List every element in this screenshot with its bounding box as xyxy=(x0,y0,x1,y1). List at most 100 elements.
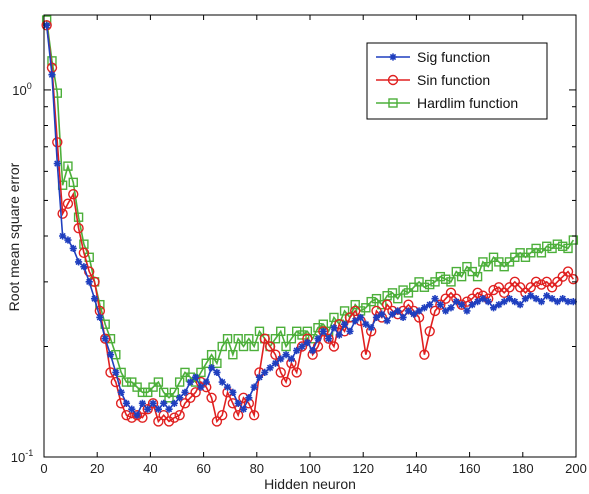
data-point-sig-function xyxy=(335,331,343,339)
y-tick-label: 100 xyxy=(12,81,31,98)
legend-marker-sig-function xyxy=(389,53,397,61)
data-point-hardlim-function xyxy=(244,334,254,344)
data-point-sig-function xyxy=(314,335,322,343)
x-tick-label: 200 xyxy=(565,461,587,476)
data-point-sin-function xyxy=(435,299,446,310)
data-point-sin-function xyxy=(318,326,329,337)
data-point-sig-function xyxy=(69,244,77,253)
data-point-hardlim-function xyxy=(467,266,477,277)
data-point-hardlim-function xyxy=(270,334,281,344)
data-point-hardlim-function xyxy=(499,261,509,272)
data-point-sig-function xyxy=(330,324,338,332)
data-point-hardlim-function xyxy=(180,367,190,378)
data-point-sin-function xyxy=(323,333,334,344)
data-point-sig-function xyxy=(388,310,397,318)
data-point-sig-function xyxy=(229,388,237,396)
data-point-sig-function xyxy=(43,21,51,29)
data-point-sin-function xyxy=(440,293,451,304)
data-point-sig-function xyxy=(548,295,556,303)
data-point-sig-function xyxy=(112,368,120,377)
data-point-sin-function xyxy=(344,312,356,323)
data-point-sin-function xyxy=(552,276,563,288)
data-point-sig-function xyxy=(325,335,333,343)
data-point-sig-function xyxy=(362,320,370,328)
data-point-sig-function xyxy=(154,405,162,413)
data-point-hardlim-function xyxy=(478,257,488,267)
data-point-hardlim-function xyxy=(552,239,563,249)
data-point-hardlim-function xyxy=(249,341,259,352)
data-point-sig-function xyxy=(319,327,327,335)
data-point-sin-function xyxy=(158,409,169,421)
data-point-hardlim-function xyxy=(377,299,387,310)
data-point-hardlim-function xyxy=(302,326,313,337)
data-point-sin-function xyxy=(190,387,201,398)
x-tick-label: 40 xyxy=(143,461,157,476)
data-point-sin-function xyxy=(525,282,536,293)
data-point-sin-function xyxy=(280,376,292,388)
data-point-sin-function xyxy=(541,276,552,288)
data-point-sig-function xyxy=(527,292,535,300)
data-point-sig-function xyxy=(106,351,115,359)
data-point-hardlim-function xyxy=(350,299,360,310)
data-point-sin-function xyxy=(488,284,499,296)
data-point-sig-function xyxy=(48,71,56,79)
data-point-hardlim-function xyxy=(63,161,73,171)
data-point-sig-function xyxy=(559,295,567,303)
data-point-hardlim-function xyxy=(398,285,408,295)
data-point-sig-function xyxy=(277,355,285,363)
data-point-sig-function xyxy=(356,313,365,322)
data-point-sig-function xyxy=(452,298,460,306)
legend: Sig function Sin function Hardlim function xyxy=(366,42,548,120)
data-point-hardlim-function xyxy=(286,334,297,344)
data-point-hardlim-function xyxy=(419,282,430,292)
data-point-hardlim-function xyxy=(222,334,233,344)
data-point-sig-function xyxy=(170,399,178,407)
data-point-sin-function xyxy=(424,326,435,337)
series-sig-function xyxy=(43,21,577,419)
data-point-sig-function xyxy=(255,373,264,381)
data-point-sig-function xyxy=(346,327,354,335)
data-point-hardlim-function xyxy=(73,212,84,222)
data-point-sig-function xyxy=(80,263,88,271)
data-point-sig-function xyxy=(436,301,444,309)
data-point-sig-function xyxy=(234,399,242,407)
data-point-hardlim-function xyxy=(366,296,376,307)
series-layer xyxy=(41,15,579,427)
data-point-sig-function xyxy=(144,405,152,413)
data-point-hardlim-function xyxy=(158,387,169,398)
data-point-sin-function xyxy=(174,409,185,421)
x-tick-label: 160 xyxy=(459,461,481,476)
data-point-sig-function xyxy=(218,378,226,386)
data-point-hardlim-function xyxy=(121,377,132,387)
x-tick-label: 60 xyxy=(196,461,210,476)
data-point-sin-function xyxy=(147,398,159,409)
data-point-sin-function xyxy=(99,333,111,344)
data-point-sin-function xyxy=(57,208,68,219)
data-point-sig-function xyxy=(261,368,269,377)
data-point-sig-function xyxy=(133,411,141,419)
data-point-hardlim-function xyxy=(169,387,180,398)
data-point-sig-function xyxy=(192,373,200,381)
series-line-sig-function xyxy=(45,25,574,417)
data-point-sin-function xyxy=(169,412,180,423)
data-point-hardlim-function xyxy=(361,303,371,313)
data-point-sig-function xyxy=(442,307,450,315)
data-point-sin-function xyxy=(217,409,228,421)
data-point-sin-function xyxy=(461,296,473,307)
data-point-sig-function xyxy=(186,378,194,386)
data-point-hardlim-function xyxy=(164,393,174,403)
data-point-hardlim-function xyxy=(153,377,164,387)
data-point-sig-function xyxy=(303,338,311,347)
data-point-hardlim-function xyxy=(206,349,217,360)
data-point-sin-function xyxy=(472,287,483,299)
data-point-sin-function xyxy=(137,412,148,423)
data-point-sig-function xyxy=(473,298,482,306)
data-point-sin-function xyxy=(232,409,244,421)
data-point-sin-function xyxy=(84,266,95,277)
data-point-hardlim-function xyxy=(542,241,552,251)
data-point-sig-function xyxy=(500,298,508,306)
data-point-sig-function xyxy=(85,278,93,286)
data-point-sig-function xyxy=(165,405,173,413)
data-point-sin-function xyxy=(62,198,74,209)
